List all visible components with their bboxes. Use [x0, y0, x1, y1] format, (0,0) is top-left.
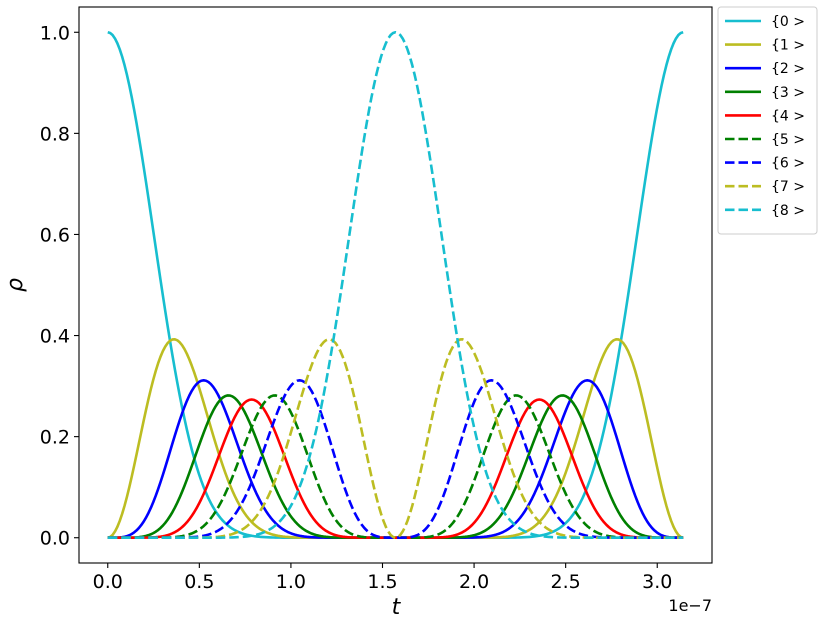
- x-axis: 0.0 0.5 1.0 1.5 2.0 2.5 3.0: [93, 563, 672, 593]
- series-line-4: [107, 398, 684, 540]
- x-offset-label: 1e−7: [668, 596, 712, 615]
- plot-area: [79, 7, 712, 563]
- legend: {0 > {1 > {2 > {3 > {4 > {5 > {6 > {7 > {8 >: [717, 6, 818, 235]
- legend-label-8: {8 >: [771, 203, 805, 219]
- series-line-5: [107, 394, 684, 540]
- y-axis: 0.0 0.2 0.4 0.6 0.8 1.0: [40, 22, 79, 550]
- series-line-8: [107, 30, 684, 540]
- series-line-6: [107, 379, 684, 540]
- legend-frame: [717, 6, 818, 235]
- x-tick-label: 1.5: [367, 571, 397, 593]
- y-tick-label: 0.0: [40, 528, 70, 550]
- y-tick-label: 0.8: [40, 123, 70, 145]
- x-tick-label: 2.5: [551, 571, 581, 593]
- y-axis-label: ρ: [3, 278, 28, 292]
- y-tick-label: 1.0: [40, 22, 70, 44]
- series-lines: [107, 30, 684, 540]
- legend-label-7: {7 >: [771, 179, 805, 195]
- plot-frame: [78, 6, 713, 564]
- legend-label-0: {0 >: [771, 14, 805, 30]
- legend-label-5: {5 >: [771, 132, 805, 148]
- legend-label-6: {6 >: [771, 156, 805, 172]
- legend-label-2: {2 >: [771, 61, 805, 77]
- y-tick-label: 0.6: [40, 224, 70, 246]
- legend-label-4: {4 >: [771, 108, 805, 124]
- x-tick-label: 0.0: [93, 571, 123, 593]
- y-tick-label: 0.4: [40, 326, 70, 348]
- y-tick-label: 0.2: [40, 427, 70, 449]
- legend-label-1: {1 >: [771, 38, 805, 54]
- x-axis-label: t: [392, 595, 402, 620]
- legend-label-3: {3 >: [771, 85, 805, 101]
- x-tick-label: 2.0: [459, 571, 489, 593]
- x-tick-label: 0.5: [184, 571, 214, 593]
- x-tick-label: 3.0: [642, 571, 672, 593]
- x-tick-label: 1.0: [276, 571, 306, 593]
